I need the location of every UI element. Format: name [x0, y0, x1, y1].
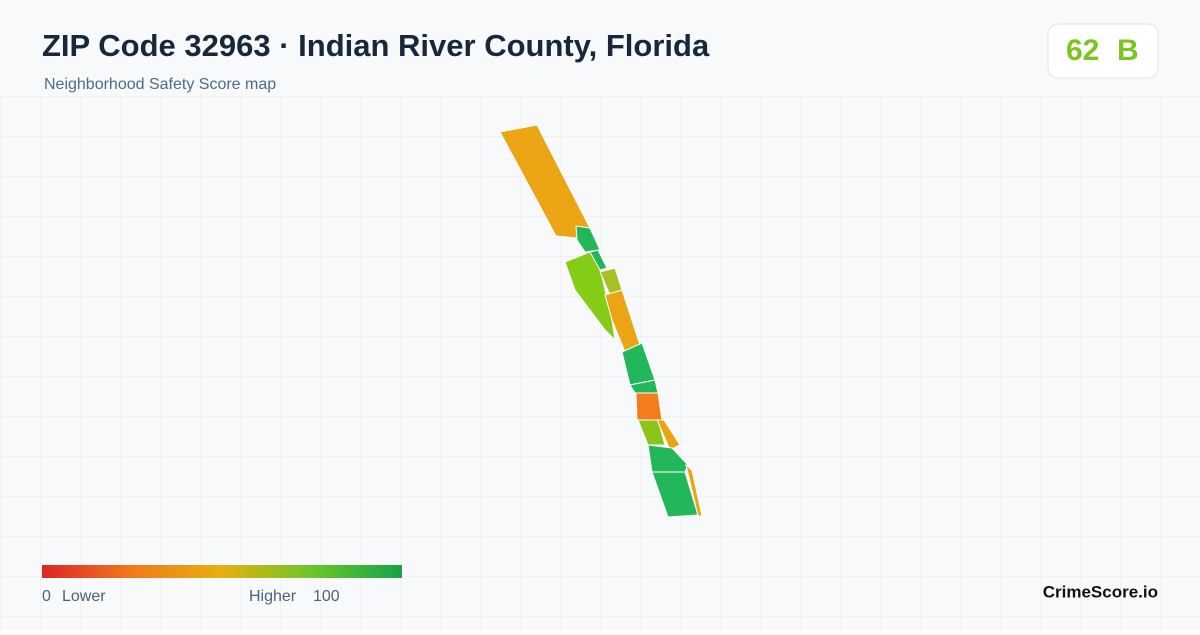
- area: [656, 419, 681, 451]
- title: ZIP Code 32963 · Indian River County, Fl…: [42, 28, 710, 63]
- score-value: 62: [1066, 34, 1099, 67]
- score-grade: B: [1117, 34, 1139, 67]
- map-grid: [0, 96, 1200, 630]
- area: [635, 392, 663, 421]
- brand: CrimeScore.io: [1043, 582, 1158, 601]
- area: [589, 249, 608, 271]
- subtitle: Neighborhood Safety Score map: [44, 76, 276, 93]
- legend-bar: [42, 565, 402, 578]
- score-badge: [1047, 23, 1159, 79]
- legend-max: 100: [313, 588, 340, 605]
- legend-min-label: Lower: [62, 588, 106, 605]
- zip-areas: [499, 124, 703, 518]
- area: [637, 419, 666, 446]
- area: [685, 463, 703, 517]
- legend-min: 0: [42, 588, 51, 605]
- legend-max-label: Higher: [249, 588, 297, 605]
